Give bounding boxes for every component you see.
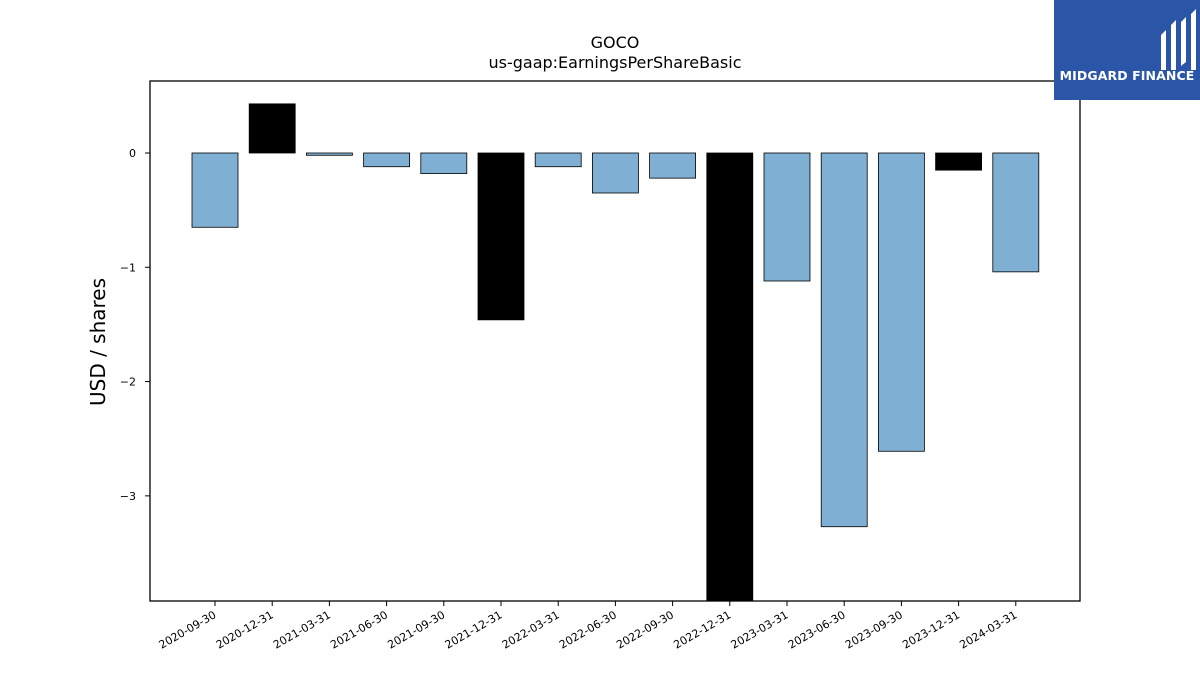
- x-tick-label: 2023-03-31: [729, 608, 791, 651]
- x-tick-label: 2023-09-30: [843, 608, 905, 651]
- bar-2021-09-30: [420, 152, 468, 174]
- y-tick-label: −1: [120, 261, 136, 274]
- logo-text: MIDGARD FINANCE: [1059, 68, 1195, 83]
- y-axis-label: USD / shares: [86, 278, 110, 406]
- bar-2021-12-31: [477, 152, 525, 321]
- chart-subtitle: us-gaap:EarningsPerShareBasic: [488, 53, 741, 72]
- bar-2021-06-30: [363, 152, 411, 168]
- bar-2022-03-31: [534, 152, 582, 168]
- x-tick-label: 2024-03-31: [957, 608, 1019, 651]
- bars-group: [191, 103, 1040, 602]
- x-tick-label: 2020-12-31: [214, 608, 276, 651]
- x-tick-label: 2022-03-31: [500, 608, 562, 651]
- x-tick-label: 2021-12-31: [443, 608, 505, 651]
- bar-2023-09-30: [878, 152, 925, 452]
- x-tick-label: 2021-09-30: [385, 608, 447, 651]
- x-tick-label: 2022-06-30: [557, 608, 619, 651]
- chart-title: GOCO: [591, 33, 640, 52]
- bar-2021-03-31: [305, 152, 353, 156]
- x-tick-label: 2020-09-30: [157, 608, 219, 651]
- x-tick-label: 2021-03-31: [271, 608, 333, 651]
- bar-2024-03-31: [992, 152, 1040, 273]
- bar-2023-06-30: [820, 152, 868, 528]
- y-ticks-group: 0 −1 −2 −3: [120, 147, 150, 503]
- midgard-logo-icon: [1161, 9, 1196, 70]
- y-tick-label: −2: [120, 376, 136, 389]
- x-ticks-group: 2020-09-302020-12-312021-03-312021-06-30…: [157, 601, 1019, 652]
- bar-2022-09-30: [649, 152, 696, 179]
- y-tick-label: −3: [120, 490, 136, 503]
- bar-2022-06-30: [592, 152, 639, 194]
- bar-2020-12-31: [248, 103, 296, 154]
- bar-2022-12-31: [706, 152, 754, 602]
- bar-2023-12-31: [935, 152, 982, 171]
- bar-2023-03-31: [763, 152, 811, 282]
- x-tick-label: 2021-06-30: [328, 608, 390, 651]
- y-tick-label: 0: [129, 147, 136, 160]
- x-tick-label: 2022-09-30: [614, 608, 676, 651]
- x-tick-label: 2023-06-30: [786, 608, 848, 651]
- plot-frame: [149, 80, 1081, 602]
- midgard-finance-logo: MIDGARD FINANCE: [1054, 0, 1200, 100]
- x-tick-label: 2022-12-31: [671, 608, 733, 651]
- x-tick-label: 2023-12-31: [900, 608, 962, 651]
- bar-2020-09-30: [191, 152, 239, 228]
